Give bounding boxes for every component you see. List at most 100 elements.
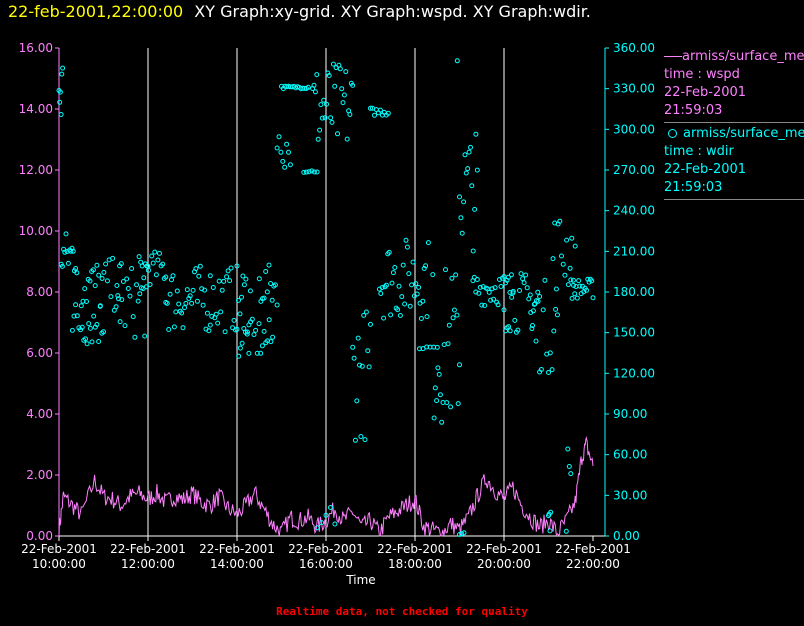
wdir-point	[498, 284, 504, 289]
wdir-point	[204, 310, 210, 316]
wdir-point	[79, 324, 85, 330]
wdir-point	[533, 338, 539, 344]
wdir-point	[74, 270, 80, 276]
wdir-point	[495, 302, 501, 308]
wdir-point	[439, 419, 445, 425]
wdir-point	[537, 294, 543, 299]
wdir-point	[57, 89, 63, 95]
wdir-point	[94, 262, 100, 268]
left-y-tick-label: 4.00	[26, 407, 53, 421]
wdir-point	[406, 271, 412, 277]
wdir-point	[244, 329, 250, 335]
wdir-point	[462, 152, 468, 158]
wdir-point	[240, 273, 246, 279]
wdir-point	[381, 315, 387, 321]
wdir-point	[523, 272, 529, 278]
wdir-point	[473, 131, 479, 137]
right-y-tick-label: 180.00	[613, 285, 655, 299]
wdir-point	[84, 341, 90, 347]
wdir-point	[399, 294, 405, 300]
wdir-point	[344, 136, 350, 142]
wdir-point	[368, 321, 373, 327]
wdir-point	[261, 295, 267, 301]
wdir-point	[586, 279, 592, 285]
wdir-point	[445, 341, 451, 347]
wdir-point	[86, 321, 92, 327]
right-y-tick-label: 30.00	[613, 488, 647, 502]
wdir-point	[432, 385, 438, 391]
wdir-point	[506, 324, 512, 330]
wdir-point	[548, 509, 554, 515]
wdir-point	[507, 328, 513, 334]
wdir-point	[261, 328, 267, 334]
wdir-point	[228, 265, 234, 271]
wdir-point	[441, 342, 447, 348]
wdir-point	[321, 97, 327, 103]
legend-wdir-date: 22-Feb-2001	[664, 162, 747, 177]
wdir-point	[268, 281, 274, 286]
x-tick-time-label: 12:00:00	[121, 557, 175, 571]
wdir-point	[101, 329, 106, 335]
wdir-point	[268, 339, 274, 345]
wdir-point	[477, 284, 483, 290]
wdir-point	[529, 326, 535, 332]
wdir-point	[476, 290, 482, 296]
wdir-point	[361, 312, 367, 318]
wdir-point	[312, 89, 318, 95]
wdir-point	[454, 312, 460, 318]
wdir-point	[562, 272, 568, 278]
wdir-point	[339, 86, 345, 92]
wdir-point	[256, 276, 262, 282]
wdir-point	[234, 326, 240, 332]
wdir-point	[549, 367, 555, 373]
wdir-point	[550, 256, 556, 262]
wdir-point	[74, 313, 80, 319]
wdir-point	[453, 272, 459, 278]
wdir-point	[385, 110, 391, 116]
x-tick-date-label: 22-Feb-2001	[199, 542, 275, 556]
wdir-point	[96, 272, 102, 278]
wdir-point	[216, 278, 222, 284]
right-y-tick-label: 240.00	[613, 204, 655, 218]
wdir-point	[437, 392, 443, 398]
wdir-point	[378, 291, 384, 296]
wdir-point	[171, 324, 177, 330]
wdir-point	[231, 317, 237, 323]
wdir-point	[176, 301, 182, 307]
wdir-point	[509, 294, 515, 300]
wdir-point	[305, 84, 311, 90]
wdir-point	[73, 266, 79, 271]
wdir-point	[150, 260, 156, 266]
wdir-point	[388, 312, 394, 318]
wdir-point	[482, 303, 488, 308]
wdir-point	[501, 274, 507, 279]
wdir-point	[237, 311, 243, 317]
wdir-point	[137, 291, 143, 297]
right-y-tick-label: 90.00	[613, 407, 647, 421]
left-y-tick-label: 2.00	[26, 468, 53, 482]
wdir-point	[569, 295, 575, 301]
wdir-point	[535, 298, 541, 304]
wdir-point	[264, 289, 270, 295]
wdir-point	[147, 282, 153, 287]
wdir-point	[155, 257, 161, 263]
wdir-point	[215, 320, 221, 326]
wdir-point	[443, 267, 448, 273]
wdir-point	[542, 277, 548, 283]
wdir-point	[314, 169, 320, 175]
wdir-point	[247, 288, 253, 294]
wdir-point	[118, 261, 124, 267]
wdir-point	[259, 343, 265, 349]
wdir-point	[570, 277, 576, 283]
wdir-point	[474, 167, 480, 173]
x-tick-date-label: 22-Feb-2001	[555, 542, 631, 556]
wdir-point	[571, 282, 576, 288]
wdir-point	[65, 260, 71, 266]
right-y-tick-label: 60.00	[613, 448, 647, 462]
header: 22-feb-2001,22:00:00 XY Graph:xy-grid. X…	[8, 2, 591, 21]
wdir-point	[144, 263, 150, 269]
right-y-tick-label: 150.00	[613, 326, 655, 340]
wdir-point	[146, 267, 151, 273]
wdir-point	[563, 528, 569, 534]
wdir-point	[179, 310, 185, 316]
